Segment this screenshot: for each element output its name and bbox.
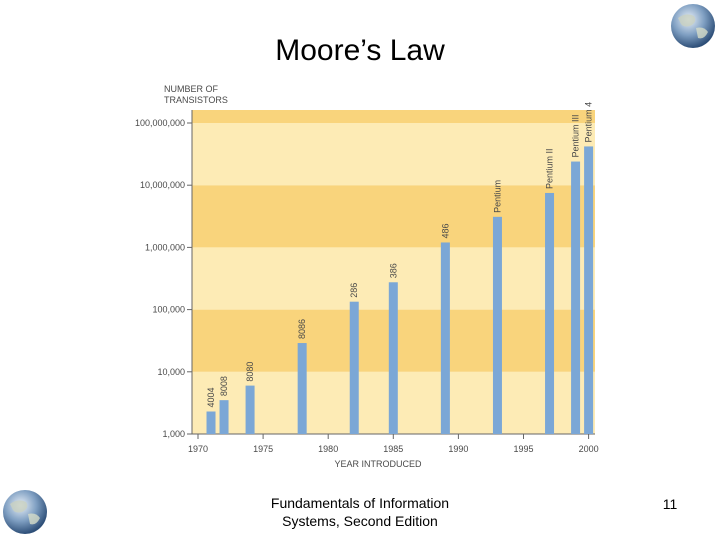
chart-background-bands	[192, 110, 595, 434]
band-4	[192, 123, 595, 186]
y-tick-label-1: 10,000	[157, 367, 185, 377]
x-tick-label-5: 1995	[513, 444, 533, 454]
bar-label-pentium-4: Pentium 4	[584, 102, 594, 143]
y-tick-label-3: 1,000,000	[145, 242, 185, 252]
bar-8086	[297, 343, 307, 434]
y-axis-label-line2: TRANSISTORS	[164, 95, 228, 105]
bar-8008	[219, 400, 229, 434]
bar-8080	[245, 385, 255, 434]
chart-bars	[206, 146, 594, 435]
slide-title: Moore’s Law	[275, 34, 445, 67]
band-3	[192, 185, 595, 248]
y-tick-label-2: 100,000	[152, 305, 185, 315]
bar-label-286: 286	[349, 283, 359, 298]
globe-logo-bottom	[0, 486, 50, 538]
y-axis-ticks: 1,000 10,000 100,000 1,000,000 10,000,000 100…	[135, 118, 192, 439]
bar-pentium-4	[584, 146, 594, 434]
x-axis-label: YEAR INTRODUCED	[334, 459, 422, 469]
x-tick-label-4: 1990	[448, 444, 468, 454]
bar-4004	[206, 411, 216, 434]
bar-label-8008: 8008	[219, 376, 229, 396]
footer-line-2: Systems, Second Edition	[282, 513, 438, 529]
bar-label-4004: 4004	[206, 387, 216, 407]
bar-pentium-iii	[571, 161, 581, 435]
bar-286	[349, 301, 359, 434]
bar-pentium	[492, 216, 502, 434]
bar-label-pentium-iii: Pentium III	[571, 115, 581, 158]
bar-label-pentium: Pentium	[492, 180, 502, 213]
x-tick-label-2: 1980	[318, 444, 338, 454]
bar-pentium-ii	[545, 192, 555, 434]
bar-486	[440, 242, 450, 434]
x-tick-label-6: 2000	[579, 444, 599, 454]
y-tick-label-5: 100,000,000	[135, 118, 185, 128]
y-tick-label-4: 10,000,000	[140, 180, 185, 190]
globe-logo-top	[668, 0, 718, 52]
bar-label-pentium-ii: Pentium II	[545, 148, 555, 189]
page-number: 11	[662, 496, 678, 512]
band-5	[192, 110, 595, 123]
bar-386	[388, 282, 398, 434]
bar-label-386: 386	[388, 263, 398, 278]
y-tick-label-0: 1,000	[162, 429, 185, 439]
y-axis-label-line1: NUMBER OF	[164, 84, 219, 94]
x-axis-ticks: 1970 1975 1980 1985 1990 1995 2000	[188, 434, 599, 454]
bar-label-8080: 8080	[245, 362, 255, 382]
footer-text: Fundamentals of Information Systems, Sec…	[230, 494, 490, 530]
x-tick-label-1: 1975	[253, 444, 273, 454]
bar-label-8086: 8086	[297, 319, 307, 339]
x-tick-label-3: 1985	[383, 444, 403, 454]
bar-label-486: 486	[440, 223, 450, 238]
footer-line-1: Fundamentals of Information	[270, 495, 450, 511]
x-tick-label-0: 1970	[188, 444, 208, 454]
